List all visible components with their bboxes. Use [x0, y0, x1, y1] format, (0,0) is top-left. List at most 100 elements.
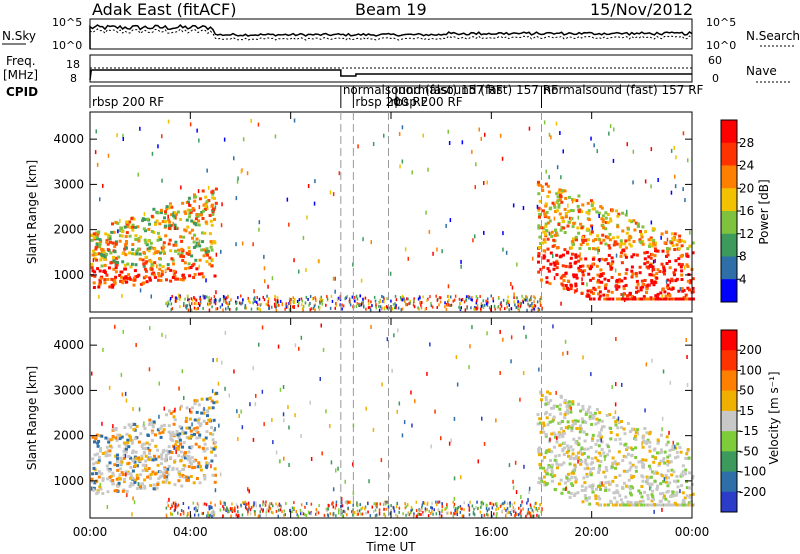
- v-cell-1894: [298, 346, 300, 351]
- p-cell-1347: [550, 234, 554, 238]
- p-cell-505: [123, 225, 127, 229]
- v-cell-794: [431, 501, 433, 505]
- v-cell-950: [331, 502, 333, 506]
- p-cell-995: [292, 296, 294, 300]
- v-cell-175: [104, 436, 108, 440]
- nsky-trace: [89, 24, 693, 49]
- v-cell-1542: [604, 466, 608, 469]
- p-cell-1370: [577, 254, 581, 258]
- p-cell-1387: [688, 281, 692, 285]
- velocity-ylabel: Slant Range [km]: [25, 366, 39, 470]
- v-cell-1162: [646, 493, 650, 497]
- p-cell-927: [431, 305, 434, 309]
- p-cell-2004: [122, 137, 124, 141]
- p-cell-113: [208, 256, 212, 260]
- p-cell-1391: [686, 265, 690, 268]
- p-cell-1689: [655, 249, 659, 253]
- v-cell-431: [212, 447, 216, 451]
- p-cell-1870: [253, 289, 255, 294]
- p-cell-204: [168, 238, 172, 242]
- v-cell-570: [364, 505, 367, 509]
- v-cell-354: [199, 468, 203, 472]
- p-cell-1613: [569, 265, 573, 268]
- p-cell-14: [172, 262, 175, 266]
- v-cell-1744: [583, 467, 587, 471]
- v-cell-662: [463, 501, 465, 505]
- v-cell-503: [142, 424, 146, 428]
- p-cell-1800: [597, 250, 599, 255]
- v-cell-1062: [674, 493, 678, 497]
- v-cell-674: [454, 512, 456, 516]
- v-cell-1841: [403, 420, 406, 425]
- p-cell-551: [449, 304, 451, 307]
- p-cell-159: [148, 278, 152, 282]
- p-cell-493: [124, 253, 128, 257]
- p-cell-964: [475, 295, 478, 299]
- v-cell-1599: [538, 421, 542, 425]
- p-cell-1633: [654, 297, 658, 301]
- p-cell-1912: [548, 175, 550, 180]
- p-cell-766: [351, 295, 354, 299]
- p-cell-1414: [553, 205, 557, 209]
- p-cell-1969: [684, 265, 686, 270]
- v-cell-1128: [671, 503, 675, 507]
- v-cell-782: [506, 511, 508, 515]
- p-cell-440: [133, 276, 137, 280]
- p-cell-1958: [675, 155, 677, 160]
- p-cell-899: [184, 297, 186, 301]
- p-cell-584: [406, 297, 408, 301]
- v-cell-968: [512, 506, 515, 510]
- p-cell-350: [167, 226, 171, 230]
- v-cell-943: [406, 503, 409, 507]
- p-cell-1687: [640, 297, 643, 301]
- v-cell-1105: [659, 459, 663, 463]
- v-cell-303: [206, 409, 210, 413]
- p-cell-310: [112, 255, 115, 259]
- v-cell-1712: [547, 401, 551, 405]
- p-cell-1809: [626, 209, 628, 214]
- v-cell-1770: [668, 481, 672, 485]
- p-cell-29: [191, 236, 194, 240]
- v-cell-852: [235, 503, 238, 507]
- v-cell-69: [94, 472, 98, 475]
- p-cell-786: [513, 296, 515, 300]
- p-cell-651: [325, 303, 327, 307]
- p-cell-373: [161, 249, 165, 253]
- p-cell-92: [182, 235, 186, 239]
- v-cell-643: [390, 508, 392, 512]
- p-cell-343: [181, 259, 185, 262]
- p-cell-1631: [631, 297, 635, 301]
- p-cell-1883: [599, 258, 601, 263]
- v-cell-1327: [572, 494, 576, 498]
- v-cell-332: [134, 463, 138, 467]
- v-cell-761: [344, 510, 346, 514]
- p-cell-1726: [670, 297, 674, 301]
- v-cell-1331: [691, 492, 695, 496]
- v-cell-669: [361, 506, 364, 510]
- v-cell-166: [162, 428, 166, 432]
- p-cell-1701: [537, 254, 541, 258]
- v-cell-949: [402, 512, 404, 516]
- v-cell-1823: [614, 410, 617, 415]
- v-cell-1269: [584, 461, 588, 465]
- p-cell-880: [362, 302, 364, 306]
- p-cell-1932: [288, 222, 290, 227]
- v-cell-1147: [652, 471, 656, 475]
- p-cell-1509: [631, 272, 635, 276]
- v-cell-1947: [410, 390, 412, 395]
- v-cell-313: [154, 444, 158, 448]
- p-cell-267: [93, 256, 97, 260]
- v-cell-996: [297, 514, 299, 518]
- v-cell-1380: [604, 486, 608, 490]
- v-cell-343: [137, 458, 141, 462]
- v-cell-358: [108, 449, 112, 453]
- p-cell-209: [173, 275, 177, 279]
- v-cell-1462: [685, 486, 689, 490]
- v-cell-1774: [685, 452, 689, 456]
- v-cell-582: [369, 514, 372, 518]
- freq-tick-bottom: 8: [70, 72, 77, 85]
- p-cell-795: [412, 303, 415, 307]
- p-cell-466: [103, 271, 107, 274]
- p-cell-315: [120, 230, 124, 234]
- v-cell-742: [456, 510, 458, 514]
